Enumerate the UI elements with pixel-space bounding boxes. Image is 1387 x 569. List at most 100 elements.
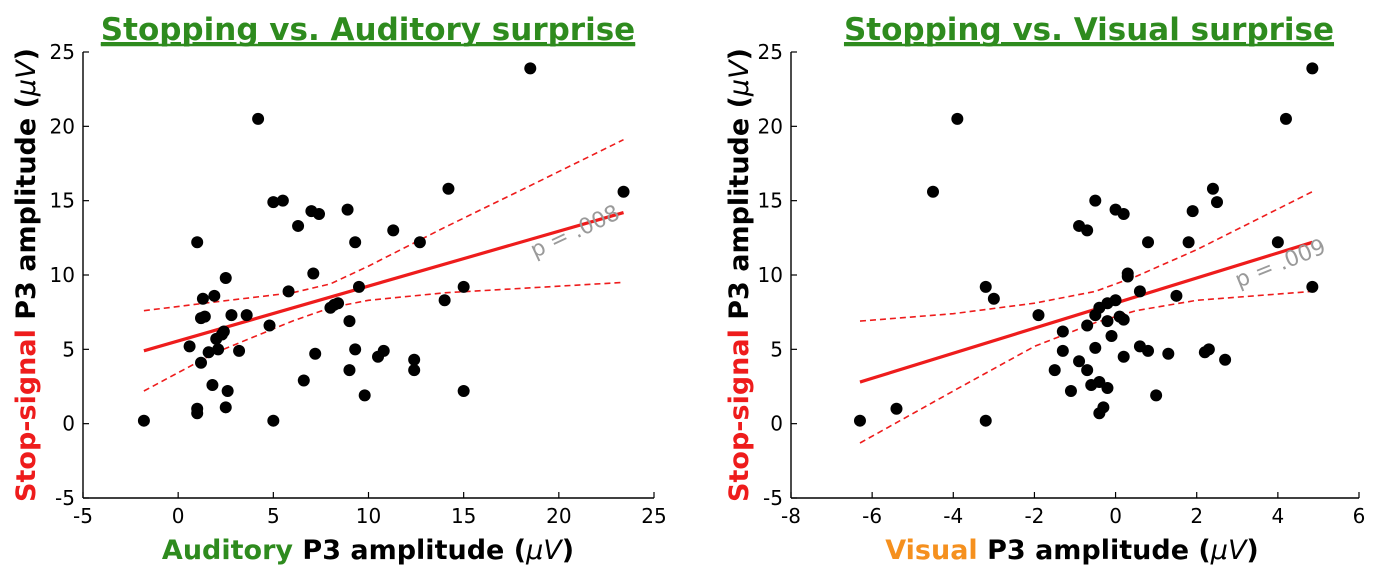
data-point [233, 344, 246, 357]
data-point [951, 112, 964, 125]
data-point [1142, 344, 1155, 357]
chart-title: Stopping vs. Visual surprise [844, 12, 1334, 48]
x-tick-label: -6 [862, 504, 882, 528]
x-tick-label: 4 [1271, 504, 1284, 528]
y-tick-label: 20 [50, 114, 75, 138]
data-point [341, 203, 354, 216]
data-point [1306, 62, 1319, 75]
data-point [1073, 355, 1086, 368]
data-point [1117, 208, 1130, 221]
data-point [408, 353, 421, 366]
data-point [442, 182, 455, 195]
y-tick-label: 0 [62, 412, 75, 436]
data-point [313, 208, 326, 221]
y-axis-label-unit: μV [724, 58, 755, 97]
data-point [297, 374, 310, 387]
data-point [1032, 309, 1045, 322]
x-axis-label-close: ) [1246, 535, 1258, 566]
data-point [309, 347, 322, 360]
data-point [137, 414, 150, 427]
x-tick-label: 5 [267, 504, 280, 528]
data-point [1101, 315, 1114, 328]
data-point [282, 285, 295, 298]
y-tick-label: 15 [50, 189, 75, 213]
data-point [240, 309, 253, 322]
p-value-label: p = .008 [527, 201, 624, 264]
ci-upper-line [859, 190, 1313, 322]
data-point [1182, 236, 1195, 249]
y-axis-label-unit: μV [11, 58, 42, 97]
x-axis-label-colored: Visual [885, 535, 977, 566]
x-tick-label: 20 [546, 504, 571, 528]
data-point [1206, 182, 1219, 195]
data-point [1089, 341, 1102, 354]
data-point [221, 384, 234, 397]
auditory-panel: -5 0 5 10 15 20 25 -5 0 5 10 15 20 25 p = .008 Stopping… [11, 12, 667, 566]
x-axis-label-unit: μV [525, 535, 564, 566]
x-axis-label: Visual P3 amplitude (μV) [885, 535, 1259, 566]
data-point [343, 315, 356, 328]
y-tick-label: 10 [50, 263, 75, 287]
data-point [408, 364, 421, 377]
data-point [1150, 389, 1163, 402]
y-tick-label: 5 [770, 337, 783, 361]
y-axis-label: Stop-signal P3 amplitude (μV) [11, 48, 42, 502]
data-point [196, 292, 209, 305]
data-point [217, 325, 230, 338]
y-tick-label: -5 [55, 486, 75, 510]
data-point [1064, 384, 1077, 397]
y-tick-label: 0 [770, 412, 783, 436]
x-tick-label: 2 [1190, 504, 1203, 528]
y-tick-label: 25 [758, 40, 783, 64]
data-point [307, 267, 320, 280]
data-point [1089, 194, 1102, 207]
data-point [457, 280, 470, 293]
x-tick-label: -4 [943, 504, 963, 528]
ci-lower-line [143, 281, 624, 392]
x-tick-label: 6 [1353, 504, 1366, 528]
data-point [987, 292, 1000, 305]
data-point [1101, 381, 1114, 394]
data-point [252, 112, 265, 125]
y-tick-label: 10 [758, 263, 783, 287]
y-tick-label: -5 [763, 486, 783, 510]
data-point [1081, 319, 1094, 332]
data-point [413, 236, 426, 249]
x-tick-label: 10 [356, 504, 381, 528]
data-point [1202, 343, 1215, 356]
chart-title: Stopping vs. Auditory surprise [101, 12, 635, 48]
y-tick-label: 25 [50, 40, 75, 64]
data-point [853, 414, 866, 427]
data-point [1133, 285, 1146, 298]
data-point [979, 280, 992, 293]
x-axis-label-colored: Auditory [162, 535, 293, 566]
x-tick-label: 0 [1109, 504, 1122, 528]
data-point [1211, 196, 1223, 209]
data-point [1279, 112, 1292, 125]
x-axis-label-close: ) [562, 535, 574, 566]
ci-upper-line [143, 138, 624, 312]
data-point [343, 364, 356, 377]
data-point [524, 62, 537, 75]
data-point [206, 379, 219, 392]
x-tick-label: 0 [172, 504, 185, 528]
y-axis-label-text: P3 amplitude ( [11, 96, 42, 329]
data-point [1186, 205, 1199, 218]
y-axis-label: Stop-signal P3 amplitude (μV) [724, 48, 755, 502]
data-point [267, 414, 280, 427]
data-point [1306, 280, 1319, 293]
y-tick-label: 15 [758, 189, 783, 213]
y-tick-label: 20 [758, 114, 783, 138]
data-point [1081, 224, 1094, 237]
data-point [890, 402, 903, 415]
data-point [438, 294, 451, 307]
data-point [183, 340, 196, 353]
data-point [332, 297, 345, 310]
data-point [617, 185, 630, 198]
data-point [191, 236, 204, 249]
x-axis-label: Auditory P3 amplitude (μV) [162, 535, 574, 566]
data-point [225, 309, 238, 322]
x-axis-label-text: P3 amplitude ( [978, 535, 1211, 566]
